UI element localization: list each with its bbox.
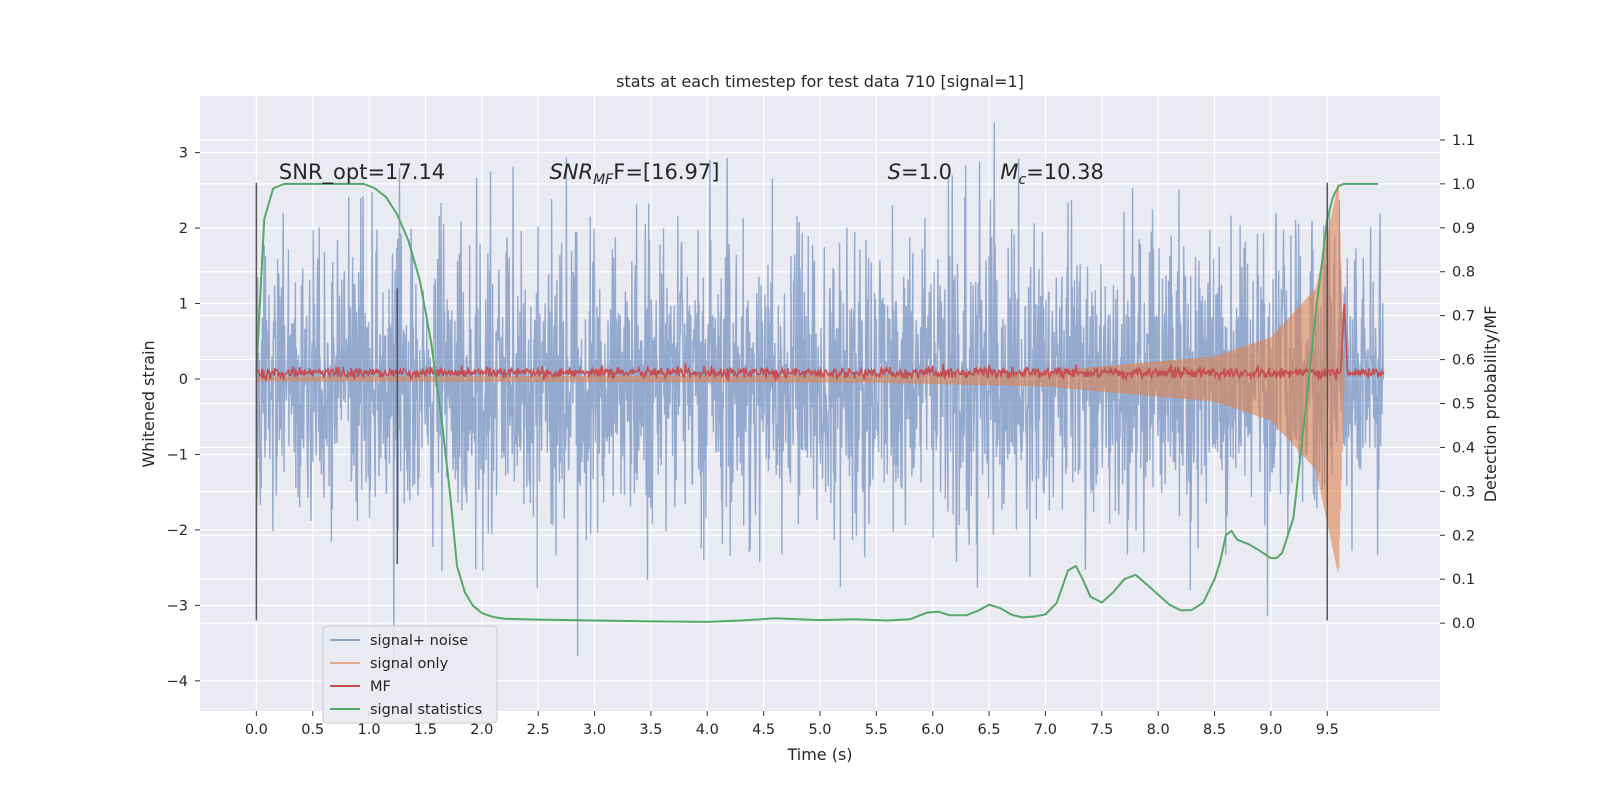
series-signal-noise — [255, 122, 1385, 671]
y2-tick-label: 0.0 — [1452, 616, 1475, 632]
x-tick-label: 1.5 — [414, 722, 437, 738]
x-tick-label: 6.5 — [978, 722, 1001, 738]
annotation-snr-opt: SNR_opt=17.14 — [279, 160, 445, 185]
x-tick-label: 0.5 — [301, 722, 324, 738]
x-tick-label: 4.0 — [696, 722, 719, 738]
x-tick-label: 2.5 — [527, 722, 550, 738]
x-tick-label: 5.0 — [808, 722, 831, 738]
y2-tick-label: 0.4 — [1452, 440, 1475, 456]
x-tick-label: 5.5 — [865, 722, 888, 738]
series-signal-statistics — [255, 182, 1378, 623]
y2-axis-label: Detection probability/MF — [1481, 306, 1500, 503]
annotation-mc-sub: c — [1018, 172, 1026, 188]
x-tick-label: 6.0 — [921, 722, 944, 738]
y2-tick-label: 0.9 — [1452, 221, 1475, 237]
annotation-snr-mf-prefix: SNR — [549, 160, 593, 184]
x-tick-label: 3.5 — [639, 722, 662, 738]
y2-tick-label: 0.3 — [1452, 484, 1475, 500]
legend-box — [322, 625, 498, 724]
x-tick-label: 7.0 — [1034, 722, 1057, 738]
x-tick-label: 2.0 — [470, 722, 493, 738]
y2-tick-label: 1.0 — [1452, 177, 1475, 193]
y2-tick-label: 0.8 — [1452, 265, 1475, 281]
x-tick-label: 7.5 — [1090, 722, 1113, 738]
vertical-markers — [255, 182, 1329, 621]
x-tick-label: 9.0 — [1259, 722, 1282, 738]
x-tick-label: 8.0 — [1147, 722, 1170, 738]
annotation-mc: Mc=10.38 — [1000, 160, 1104, 188]
y-tick-label: −1 — [167, 447, 188, 463]
y-tick-label: 0 — [179, 372, 188, 388]
x-tick-label: 0.0 — [245, 722, 268, 738]
tick-labels: 0.0 0.5 1.0 1.5 2.0 2.5 3.0 3.5 4.0 4.5 5.0 5.5 6.0 6… — [167, 133, 1475, 738]
x-tick-label: 9.5 — [1316, 722, 1339, 738]
y2-tick-label: 1.1 — [1452, 133, 1475, 149]
y-tick-label: −2 — [167, 523, 188, 539]
y2-tick-label: 0.1 — [1452, 572, 1475, 588]
y2-tick-label: 0.2 — [1452, 528, 1475, 544]
y-axis-label: Whitened strain — [139, 340, 158, 467]
annotation-s-prefix: S — [888, 160, 901, 184]
legend-label-signal-only: signal only — [370, 656, 449, 672]
series-mf — [255, 303, 1385, 383]
legend: signal+ noise signal only MF signal stat… — [322, 625, 498, 724]
y2-tick-label: 0.6 — [1452, 353, 1475, 369]
y2-tick-label: 0.7 — [1452, 309, 1475, 325]
x-axis-label: Time (s) — [786, 745, 852, 764]
y-tick-label: −4 — [167, 674, 188, 690]
annotation-s: S=1.0 — [888, 160, 952, 184]
legend-label-mf: MF — [370, 679, 391, 695]
annotation-snr-mf-sub: MF — [593, 172, 614, 188]
series-layer — [255, 122, 1385, 671]
annotation-mc-prefix: M — [1000, 160, 1018, 184]
x-tick-label: 3.0 — [583, 722, 606, 738]
annotation-snr-mf-suffix: F=[16.97] — [613, 160, 719, 184]
annotations: SNR_opt=17.14 SNRMFF=[16.97] S=1.0 Mc=10… — [279, 160, 1104, 188]
y2-tick-label: 0.5 — [1452, 397, 1475, 413]
y-tick-label: 3 — [179, 146, 188, 162]
x-tick-label: 8.5 — [1203, 722, 1226, 738]
x-tick-label: 1.0 — [358, 722, 381, 738]
annotation-s-suffix: =1.0 — [901, 160, 952, 184]
legend-label-signal-statistics: signal statistics — [370, 702, 482, 718]
chart-title: stats at each timestep for test data 710… — [616, 72, 1024, 91]
annotation-snr-mf: SNRMFF=[16.97] — [549, 160, 719, 188]
x-tick-label: 4.5 — [752, 722, 775, 738]
y-tick-label: 2 — [179, 221, 188, 237]
y-tick-label: −3 — [167, 598, 188, 614]
annotation-mc-suffix: =10.38 — [1026, 160, 1104, 184]
y-tick-label: 1 — [179, 297, 188, 313]
legend-label-signal-noise: signal+ noise — [370, 633, 468, 649]
